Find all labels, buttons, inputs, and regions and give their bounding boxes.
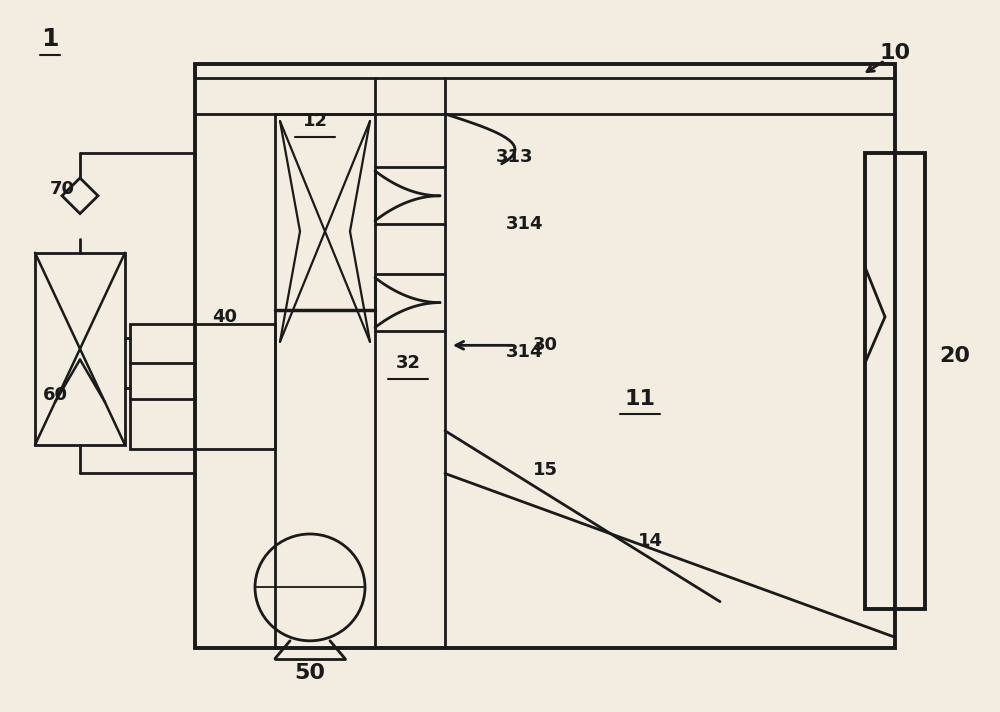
Text: 30: 30 — [532, 336, 558, 355]
Text: 70: 70 — [50, 179, 74, 198]
Text: 313: 313 — [496, 147, 534, 166]
Text: 314: 314 — [506, 343, 544, 362]
Text: 60: 60 — [42, 386, 68, 404]
Text: 314: 314 — [506, 215, 544, 234]
Text: 50: 50 — [294, 663, 326, 683]
Text: 40: 40 — [212, 308, 238, 326]
Text: 10: 10 — [879, 43, 911, 63]
Text: 11: 11 — [624, 389, 656, 409]
Text: 14: 14 — [638, 532, 662, 550]
Text: 12: 12 — [302, 112, 328, 130]
Text: 1: 1 — [41, 27, 59, 51]
Text: 15: 15 — [532, 461, 558, 479]
Text: 32: 32 — [396, 354, 420, 372]
Text: 20: 20 — [940, 346, 970, 366]
